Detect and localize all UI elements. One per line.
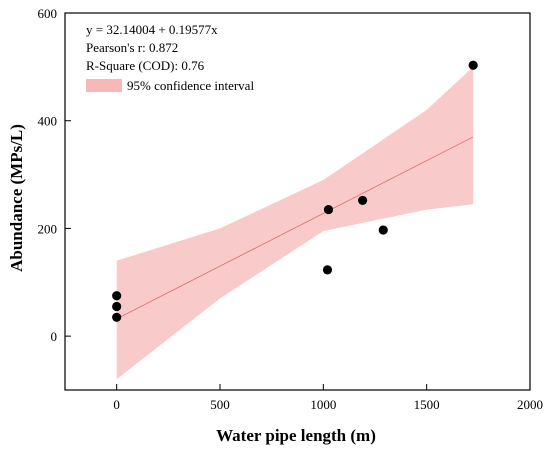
annotation-r-square: R-Square (COD): 0.76 [86,58,205,73]
y-tick-label: 0 [51,329,58,344]
annotation-pearson: Pearson's r: 0.872 [86,40,178,55]
data-point [322,265,333,275]
fit-line-layer [116,136,474,320]
legend-swatch-confidence-interval [86,79,122,92]
y-tick-label: 400 [38,114,58,129]
fit-line [116,136,474,320]
x-axis-title: Water pipe length (m) [216,426,376,445]
data-point [468,60,478,70]
x-tick-label: 2000 [517,397,543,412]
data-point [112,312,122,322]
data-point [358,195,368,206]
x-tick-label: 1000 [310,397,336,412]
x-tick-label: 1500 [414,397,440,412]
legend-label-confidence-interval: 95% confidence interval [127,78,254,93]
confidence-band-layer [116,66,474,380]
data-point [112,291,122,301]
data-points-layer [112,60,478,322]
y-axis-title: Abundance (MPs/L) [7,124,26,272]
plot-frame [64,12,531,391]
confidence-band [116,66,474,380]
data-point [112,301,122,312]
x-tick-label: 0 [113,397,120,412]
y-tick-label: 600 [38,6,58,21]
y-tick-label: 200 [38,221,58,236]
data-point [378,225,388,235]
axis-ticks-layer: 0 500 1000 1500 2000 0 200 400 600 [38,6,544,412]
data-point [323,204,334,215]
annotation-equation: y = 32.14004 + 0.19577x [86,22,218,37]
x-tick-label: 500 [210,397,230,412]
